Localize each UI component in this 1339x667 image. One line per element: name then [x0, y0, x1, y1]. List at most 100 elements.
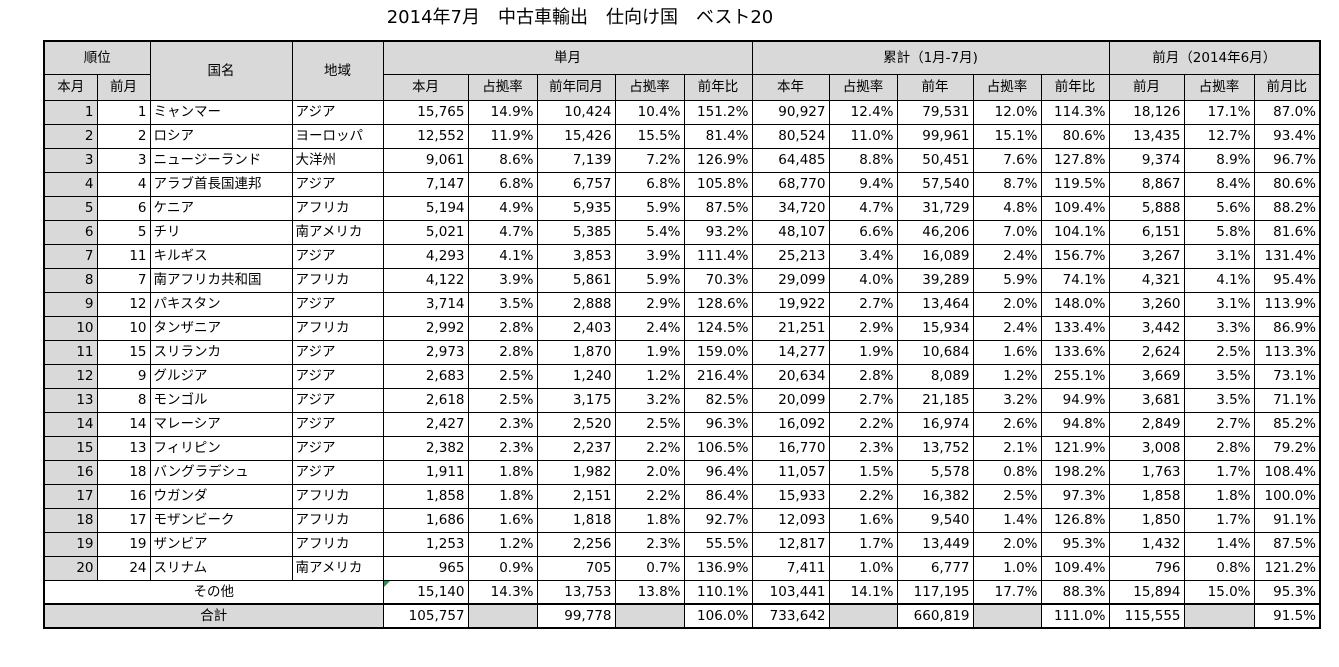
cell-pys: 1.8%	[614, 507, 685, 533]
cell-m: 2,683	[382, 363, 469, 389]
other-cell: 95.3%	[1253, 579, 1321, 605]
cell-yoy: 92.7%	[683, 507, 753, 533]
cell-cps: 4.8%	[972, 195, 1042, 221]
table-row: 17 16 ウガンダ アフリカ 1,858 1.8% 2,151 2.2% 86.4% 15,93…	[43, 483, 1321, 509]
cell-cys: 8.8%	[828, 147, 898, 173]
cell-country: キルギス	[149, 243, 293, 269]
cell-mom: 131.4%	[1253, 243, 1321, 269]
cell-cy: 90,927	[751, 99, 830, 125]
cell-prev: 16	[96, 483, 151, 509]
cell-cps: 2.0%	[972, 531, 1042, 557]
cell-cy: 12,817	[751, 531, 830, 557]
cell-py: 5,861	[536, 267, 616, 293]
cell-mom: 79.2%	[1253, 435, 1321, 461]
cell-country: ロシア	[149, 123, 293, 149]
cell-ms: 2.3%	[467, 435, 538, 461]
cell-region: アフリカ	[291, 315, 384, 341]
header-col: 本月	[382, 73, 469, 101]
cell-prev: 17	[96, 507, 151, 533]
cell-region: アフリカ	[291, 483, 384, 509]
cell-pms: 4.1%	[1183, 267, 1255, 293]
cell-country: チリ	[149, 219, 293, 245]
table-row: 5 6 ケニア アフリカ 5,194 4.9% 5,935 5.9% 87.5% 34,720 4.…	[43, 195, 1321, 221]
cell-cyoy: 255.1%	[1040, 363, 1110, 389]
cell-cyoy: 104.1%	[1040, 219, 1110, 245]
cell-cps: 15.1%	[972, 123, 1042, 149]
cell-cys: 4.7%	[828, 195, 898, 221]
table-row: 10 10 タンザニア アフリカ 2,992 2.8% 2,403 2.4% 124.5% 21,…	[43, 315, 1321, 341]
total-empty-cell	[467, 603, 538, 629]
other-cell: 13,753	[536, 579, 616, 605]
table-row: 4 4 アラブ首長国連邦 アジア 7,147 6.8% 6,757 6.8% 105.8% 68,…	[43, 171, 1321, 197]
cell-country: モンゴル	[149, 387, 293, 413]
cell-cp: 13,464	[896, 291, 974, 317]
cell-rank: 8	[43, 267, 98, 293]
header-cumulative: 累計（1月-7月)	[751, 40, 1110, 75]
cell-pys: 7.2%	[614, 147, 685, 173]
header-col: 占拠率	[972, 73, 1042, 101]
cell-region: アジア	[291, 339, 384, 365]
cell-ms: 2.3%	[467, 411, 538, 437]
total-label: 合計	[43, 603, 384, 629]
cell-pms: 5.6%	[1183, 195, 1255, 221]
cell-cys: 1.0%	[828, 555, 898, 581]
cell-country: タンザニア	[149, 315, 293, 341]
cell-cys: 2.8%	[828, 363, 898, 389]
cell-rank: 14	[43, 411, 98, 437]
other-cell: 103,441	[751, 579, 830, 605]
cell-py: 1,240	[536, 363, 616, 389]
cell-country: アラブ首長国連邦	[149, 171, 293, 197]
cell-cy: 68,770	[751, 171, 830, 197]
cell-m: 9,061	[382, 147, 469, 173]
cell-prev: 3	[96, 147, 151, 173]
cell-m: 2,427	[382, 411, 469, 437]
table-row: 2 2 ロシア ヨーロッパ 12,552 11.9% 15,426 15.5% 81.4% 80,…	[43, 123, 1321, 149]
other-cell: 15,894	[1108, 579, 1185, 605]
cell-mom: 85.2%	[1253, 411, 1321, 437]
cell-cys: 2.2%	[828, 411, 898, 437]
cell-cy: 19,922	[751, 291, 830, 317]
cell-cyoy: 94.9%	[1040, 387, 1110, 413]
cell-ms: 11.9%	[467, 123, 538, 149]
cell-cyoy: 95.3%	[1040, 531, 1110, 557]
cell-rank: 16	[43, 459, 98, 485]
cell-rank: 5	[43, 195, 98, 221]
cell-ms: 1.2%	[467, 531, 538, 557]
cell-cps: 1.2%	[972, 363, 1042, 389]
cell-ms: 3.5%	[467, 291, 538, 317]
other-cell: 15.0%	[1183, 579, 1255, 605]
cell-cy: 14,277	[751, 339, 830, 365]
cell-ms: 2.8%	[467, 315, 538, 341]
total-cell: 660,819	[896, 603, 974, 629]
cell-mom: 121.2%	[1253, 555, 1321, 581]
cell-pm: 3,260	[1108, 291, 1185, 317]
cell-cyoy: 198.2%	[1040, 459, 1110, 485]
cell-pys: 3.2%	[614, 387, 685, 413]
cell-cps: 2.0%	[972, 291, 1042, 317]
total-cell: 99,778	[536, 603, 616, 629]
other-cell: 88.3%	[1040, 579, 1110, 605]
cell-rank: 2	[43, 123, 98, 149]
cell-country: モザンビーク	[149, 507, 293, 533]
cell-pms: 1.4%	[1183, 531, 1255, 557]
cell-pms: 3.5%	[1183, 387, 1255, 413]
cell-region: アジア	[291, 171, 384, 197]
header-region: 地域	[291, 40, 384, 101]
table-row: 16 18 バングラデシュ アジア 1,911 1.8% 1,982 2.0% 96.4% 11,…	[43, 459, 1321, 485]
table-row: 15 13 フィリピン アジア 2,382 2.3% 2,237 2.2% 106.5% 16,7…	[43, 435, 1321, 461]
cell-cps: 1.4%	[972, 507, 1042, 533]
cell-region: アフリカ	[291, 531, 384, 557]
cell-country: ニュージーランド	[149, 147, 293, 173]
cell-mom: 96.7%	[1253, 147, 1321, 173]
cell-cps: 2.1%	[972, 435, 1042, 461]
cell-cys: 1.7%	[828, 531, 898, 557]
cell-mom: 80.6%	[1253, 171, 1321, 197]
cell-country: フィリピン	[149, 435, 293, 461]
cell-pm: 2,624	[1108, 339, 1185, 365]
cell-pm: 8,867	[1108, 171, 1185, 197]
cell-cy: 7,411	[751, 555, 830, 581]
cell-pys: 2.0%	[614, 459, 685, 485]
cell-cy: 16,770	[751, 435, 830, 461]
cell-ms: 2.5%	[467, 363, 538, 389]
cell-pys: 2.2%	[614, 435, 685, 461]
